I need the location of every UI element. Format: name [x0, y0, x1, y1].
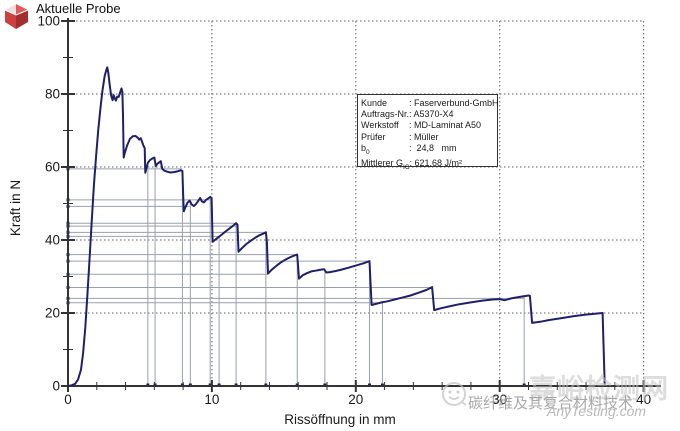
x-tick-label: 40 — [636, 392, 651, 407]
x-tick-label: 0 — [64, 392, 72, 407]
y-tick-label: 80 — [45, 87, 60, 102]
y-tick-label: 0 — [52, 379, 60, 394]
info-row: Auftrags-Nr.: A5370-X4 — [361, 109, 454, 120]
info-row: Werkstoff: MD-Laminat A50 — [361, 120, 482, 131]
info-row: Prüfer: Müller — [361, 131, 439, 142]
y-tick-label: 60 — [45, 160, 60, 175]
y-tick-label: 100 — [37, 14, 60, 29]
y-tick-label: 20 — [45, 306, 60, 321]
x-tick-label: 20 — [348, 392, 363, 407]
x-tick-label: 10 — [204, 392, 219, 407]
chart-title: Aktuelle Probe — [36, 1, 121, 16]
force-curve — [67, 66, 606, 387]
y-tick-label: 40 — [45, 233, 60, 248]
y-axis-title: Kraft in N — [8, 180, 23, 236]
info-row: Mittlerer GIC: 621,68 J/m² — [361, 157, 463, 171]
info-row: b0: 24,8 mm — [361, 142, 457, 156]
red-cube-icon — [4, 4, 29, 29]
x-axis-title: Rissöffnung in mm — [284, 412, 396, 427]
info-row: Kunde: Faserverbund-GmbH — [361, 98, 499, 108]
x-tick-label: 30 — [492, 392, 507, 407]
info-box: Kunde: Faserverbund-GmbH Auftrags-Nr.: A5… — [357, 94, 499, 171]
